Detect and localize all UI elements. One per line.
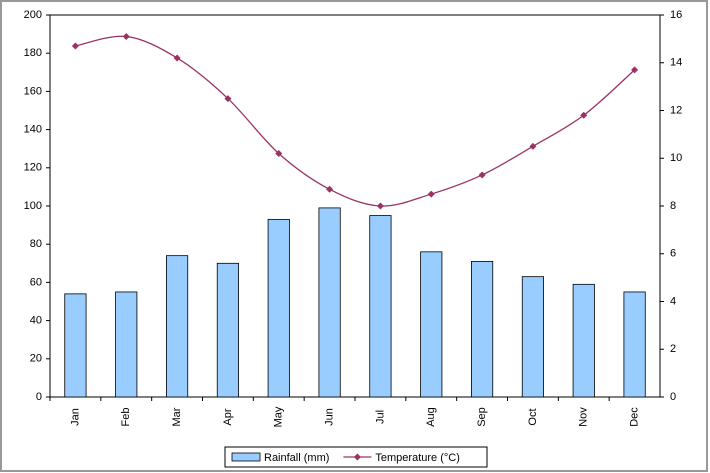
- x-tick-label: Aug: [425, 407, 437, 427]
- marker: [224, 95, 232, 103]
- marker: [326, 185, 334, 193]
- bar: [115, 291, 138, 398]
- legend-swatch: [231, 452, 261, 462]
- x-tick-label: Nov: [578, 407, 590, 427]
- bar: [64, 293, 87, 398]
- x-tick-label: Sep: [476, 407, 488, 427]
- x-tick-label: Jul: [374, 410, 386, 424]
- x-tick-label: Oct: [527, 408, 539, 425]
- x-tick-label: Apr: [222, 408, 234, 425]
- y2-tick-label: 16: [670, 9, 682, 21]
- x-tick-label: Mar: [171, 407, 183, 426]
- y-tick-label: 60: [30, 276, 42, 288]
- bar: [521, 276, 544, 398]
- bar: [420, 251, 443, 398]
- legend: Rainfall (mm) Temperature (°C): [224, 446, 488, 468]
- x-tick-label: Jun: [323, 408, 335, 426]
- y-tick-label: 200: [24, 9, 42, 21]
- y2-tick-label: 2: [670, 343, 676, 355]
- marker: [71, 42, 79, 50]
- y2-tick-label: 10: [670, 152, 682, 164]
- x-tick-label: Feb: [120, 408, 132, 427]
- marker: [631, 66, 639, 74]
- x-tick-label: Dec: [628, 407, 640, 427]
- x-tick-label: May: [273, 406, 285, 427]
- bar: [471, 260, 494, 398]
- marker: [376, 202, 384, 210]
- bar: [318, 207, 341, 398]
- legend-label: Rainfall (mm): [264, 452, 329, 464]
- y2-tick-label: 0: [670, 391, 676, 403]
- y-tick-label: 180: [24, 47, 42, 59]
- legend-marker: [353, 453, 361, 461]
- bar: [623, 291, 646, 398]
- y2-tick-label: 4: [670, 295, 676, 307]
- marker: [529, 142, 537, 150]
- y2-tick-label: 14: [670, 57, 682, 69]
- bar: [216, 262, 239, 398]
- marker: [580, 111, 588, 119]
- plot-area: [49, 14, 661, 398]
- y2-tick-label: 8: [670, 200, 676, 212]
- marker: [122, 32, 130, 40]
- x-tick-label: Jan: [69, 408, 81, 426]
- y2-tick-label: 6: [670, 248, 676, 260]
- y-tick-label: 40: [30, 315, 42, 327]
- y-tick-label: 20: [30, 353, 42, 365]
- bar: [267, 218, 290, 398]
- marker: [478, 171, 486, 179]
- legend-label: Temperature (°C): [375, 452, 459, 464]
- marker: [427, 190, 435, 198]
- bar: [369, 215, 392, 398]
- y-tick-label: 160: [24, 85, 42, 97]
- bar: [166, 255, 189, 398]
- y2-tick-label: 12: [670, 104, 682, 116]
- y-tick-label: 100: [24, 200, 42, 212]
- bar: [572, 283, 595, 398]
- y-tick-label: 80: [30, 238, 42, 250]
- marker: [275, 149, 283, 157]
- y-tick-label: 140: [24, 124, 42, 136]
- marker: [173, 54, 181, 62]
- y-tick-label: 120: [24, 162, 42, 174]
- y-tick-label: 0: [36, 391, 42, 403]
